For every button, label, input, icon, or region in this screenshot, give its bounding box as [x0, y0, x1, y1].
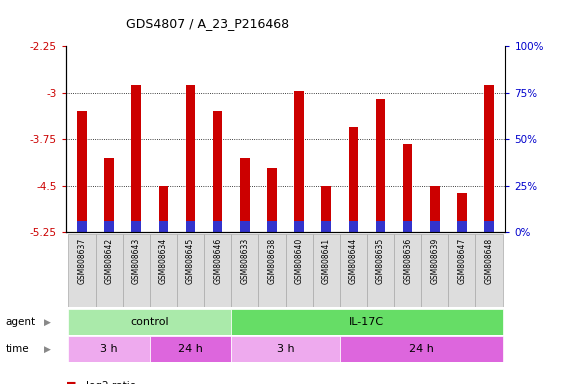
Text: GSM808643: GSM808643	[132, 238, 140, 284]
Text: GSM808648: GSM808648	[485, 238, 493, 284]
Text: GSM808635: GSM808635	[376, 238, 385, 284]
Bar	[131, 84, 141, 232]
Bar	[394, 234, 421, 307]
Bar	[267, 168, 277, 232]
Bar	[349, 221, 358, 232]
Bar	[403, 221, 412, 232]
Text: GDS4807 / A_23_P216468: GDS4807 / A_23_P216468	[126, 17, 289, 30]
Bar	[77, 111, 87, 232]
Text: ■: ■	[66, 381, 76, 384]
Text: control: control	[131, 317, 169, 327]
Bar	[294, 221, 304, 232]
Bar	[69, 336, 150, 362]
Text: ▶: ▶	[44, 318, 51, 327]
Text: agent: agent	[6, 317, 36, 327]
Bar	[159, 221, 168, 232]
Bar	[476, 234, 502, 307]
Bar	[321, 221, 331, 232]
Bar	[131, 221, 141, 232]
Bar	[77, 221, 87, 232]
Bar	[231, 336, 340, 362]
Bar	[213, 111, 222, 232]
Bar	[267, 221, 277, 232]
Bar	[150, 234, 177, 307]
Bar	[340, 234, 367, 307]
Bar	[123, 234, 150, 307]
Bar	[231, 309, 502, 335]
Bar	[104, 158, 114, 232]
Bar	[213, 221, 222, 232]
Bar	[349, 127, 358, 232]
Bar	[159, 186, 168, 232]
Bar	[403, 144, 412, 232]
Bar	[448, 234, 476, 307]
Text: log2 ratio: log2 ratio	[86, 381, 136, 384]
Bar	[104, 221, 114, 232]
Text: GSM808645: GSM808645	[186, 238, 195, 284]
Bar	[204, 234, 231, 307]
Text: time: time	[6, 344, 29, 354]
Text: GSM808638: GSM808638	[267, 238, 276, 284]
Bar	[231, 234, 258, 307]
Bar	[321, 186, 331, 232]
Text: GSM808639: GSM808639	[431, 238, 439, 284]
Bar	[376, 221, 385, 232]
Bar	[240, 158, 250, 232]
Text: GSM808647: GSM808647	[457, 238, 467, 284]
Text: 24 h: 24 h	[178, 344, 203, 354]
Bar	[457, 193, 467, 232]
Bar	[376, 99, 385, 232]
Bar	[313, 234, 340, 307]
Text: GSM808634: GSM808634	[159, 238, 168, 284]
Text: GSM808636: GSM808636	[403, 238, 412, 284]
Bar	[430, 186, 440, 232]
Text: GSM808637: GSM808637	[78, 238, 86, 284]
Bar	[421, 234, 448, 307]
Bar	[177, 234, 204, 307]
Bar	[484, 84, 494, 232]
Bar	[150, 336, 231, 362]
Text: 3 h: 3 h	[100, 344, 118, 354]
Bar	[69, 309, 231, 335]
Text: GSM808633: GSM808633	[240, 238, 250, 284]
Text: 24 h: 24 h	[409, 344, 433, 354]
Text: GSM808640: GSM808640	[295, 238, 304, 284]
Bar	[286, 234, 313, 307]
Bar	[294, 91, 304, 232]
Bar	[340, 336, 502, 362]
Bar	[457, 221, 467, 232]
Bar	[95, 234, 123, 307]
Text: GSM808644: GSM808644	[349, 238, 358, 284]
Text: ▶: ▶	[44, 345, 51, 354]
Bar	[186, 221, 195, 232]
Bar	[484, 221, 494, 232]
Bar	[240, 221, 250, 232]
Text: GSM808642: GSM808642	[104, 238, 114, 284]
Text: GSM808641: GSM808641	[321, 238, 331, 284]
Bar	[367, 234, 394, 307]
Bar	[69, 234, 95, 307]
Text: GSM808646: GSM808646	[213, 238, 222, 284]
Bar	[430, 221, 440, 232]
Bar	[258, 234, 286, 307]
Text: IL-17C: IL-17C	[349, 317, 384, 327]
Text: 3 h: 3 h	[277, 344, 294, 354]
Bar	[186, 84, 195, 232]
